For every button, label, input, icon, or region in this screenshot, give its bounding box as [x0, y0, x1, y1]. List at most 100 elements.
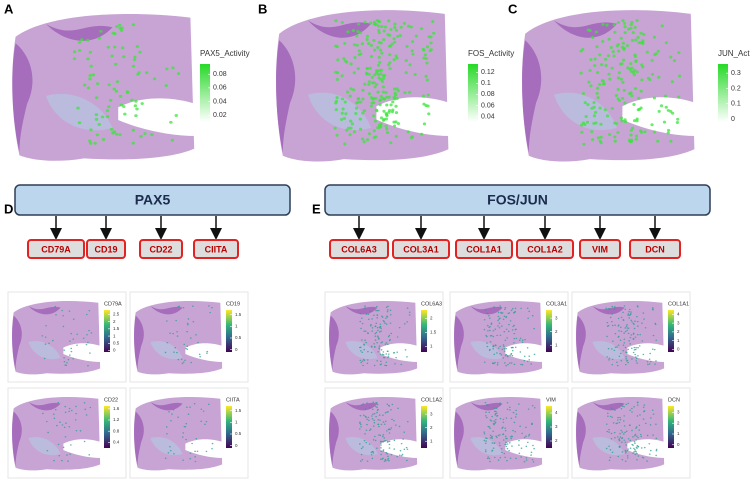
spot [376, 402, 378, 404]
colorbar-tick-label: 3 [677, 320, 680, 325]
spot [642, 406, 645, 409]
spot [209, 311, 212, 314]
spot [385, 364, 388, 367]
spot [95, 82, 100, 86]
spot [620, 330, 623, 333]
spot [55, 314, 57, 316]
spot [508, 442, 511, 444]
tissue [522, 10, 695, 162]
spot [85, 414, 88, 416]
colorbar [421, 406, 427, 448]
spot [635, 426, 638, 428]
spot [632, 73, 636, 77]
spot [613, 349, 616, 352]
spot [432, 31, 436, 35]
spot [379, 419, 381, 421]
spot [629, 439, 632, 442]
tissue [12, 300, 101, 375]
spot [341, 107, 345, 111]
spot [369, 325, 372, 327]
spot [499, 402, 501, 404]
spot [370, 451, 373, 454]
spot [359, 443, 361, 445]
spot [334, 101, 338, 105]
spot [606, 321, 609, 324]
spot [483, 328, 486, 331]
spot [373, 343, 375, 345]
spot [598, 53, 602, 57]
spot [629, 128, 633, 132]
colorbar [421, 310, 427, 352]
spot [169, 449, 172, 452]
spot [651, 409, 654, 411]
spot [640, 78, 644, 82]
spot [484, 442, 487, 445]
spot [579, 71, 583, 75]
spot [387, 353, 390, 355]
spot [189, 406, 191, 408]
spot [581, 92, 586, 96]
spot [403, 448, 406, 451]
spot [634, 450, 637, 452]
spot [652, 35, 657, 39]
spot [634, 348, 637, 351]
colorbar-tick-label: 0 [677, 347, 680, 352]
spot [381, 77, 386, 81]
spot [646, 460, 648, 462]
spot [620, 96, 625, 100]
spot [131, 64, 136, 68]
spot [362, 364, 364, 367]
spot [499, 404, 501, 406]
spot [185, 438, 187, 441]
spot [363, 20, 367, 24]
gene-name: CD22 [104, 397, 118, 403]
spot [630, 20, 634, 24]
spot [514, 307, 517, 310]
spot [354, 112, 358, 116]
spot [614, 332, 617, 335]
spot [639, 433, 642, 436]
colorbar [104, 310, 110, 352]
spot [613, 308, 616, 310]
spot [636, 36, 640, 39]
gene-name: COL3A1 [546, 301, 567, 307]
spot [386, 403, 389, 406]
colorbar [104, 406, 110, 448]
spot [530, 363, 533, 365]
spot [497, 311, 500, 314]
spot [497, 434, 500, 437]
spot [182, 361, 185, 363]
spot [647, 363, 649, 366]
spot [484, 450, 487, 453]
spot [72, 57, 77, 61]
spot [409, 25, 413, 29]
colorbar-tick-label: 0.3 [731, 70, 741, 77]
spot [145, 71, 149, 75]
spot [654, 322, 657, 325]
colorbar-tick-label: 0.04 [481, 113, 495, 120]
spot [191, 442, 193, 445]
spot [484, 401, 487, 404]
spot [186, 348, 189, 351]
spot [614, 437, 616, 439]
spot [97, 123, 101, 126]
spot [497, 459, 500, 461]
spot [489, 460, 491, 463]
spot [655, 437, 658, 440]
spot [609, 308, 611, 310]
spot [342, 116, 347, 120]
spot [189, 452, 192, 454]
spot [374, 22, 378, 26]
spot [599, 141, 603, 145]
spot [388, 443, 391, 446]
spot [518, 403, 520, 405]
spot [359, 100, 363, 104]
tissue [134, 300, 223, 375]
spot [523, 359, 526, 362]
colorbar-tick-label: 1 [677, 431, 680, 436]
spot [400, 454, 403, 457]
spot [499, 417, 502, 420]
target-name: COL6A3 [341, 244, 377, 254]
spot [63, 426, 66, 429]
spot [411, 40, 415, 44]
